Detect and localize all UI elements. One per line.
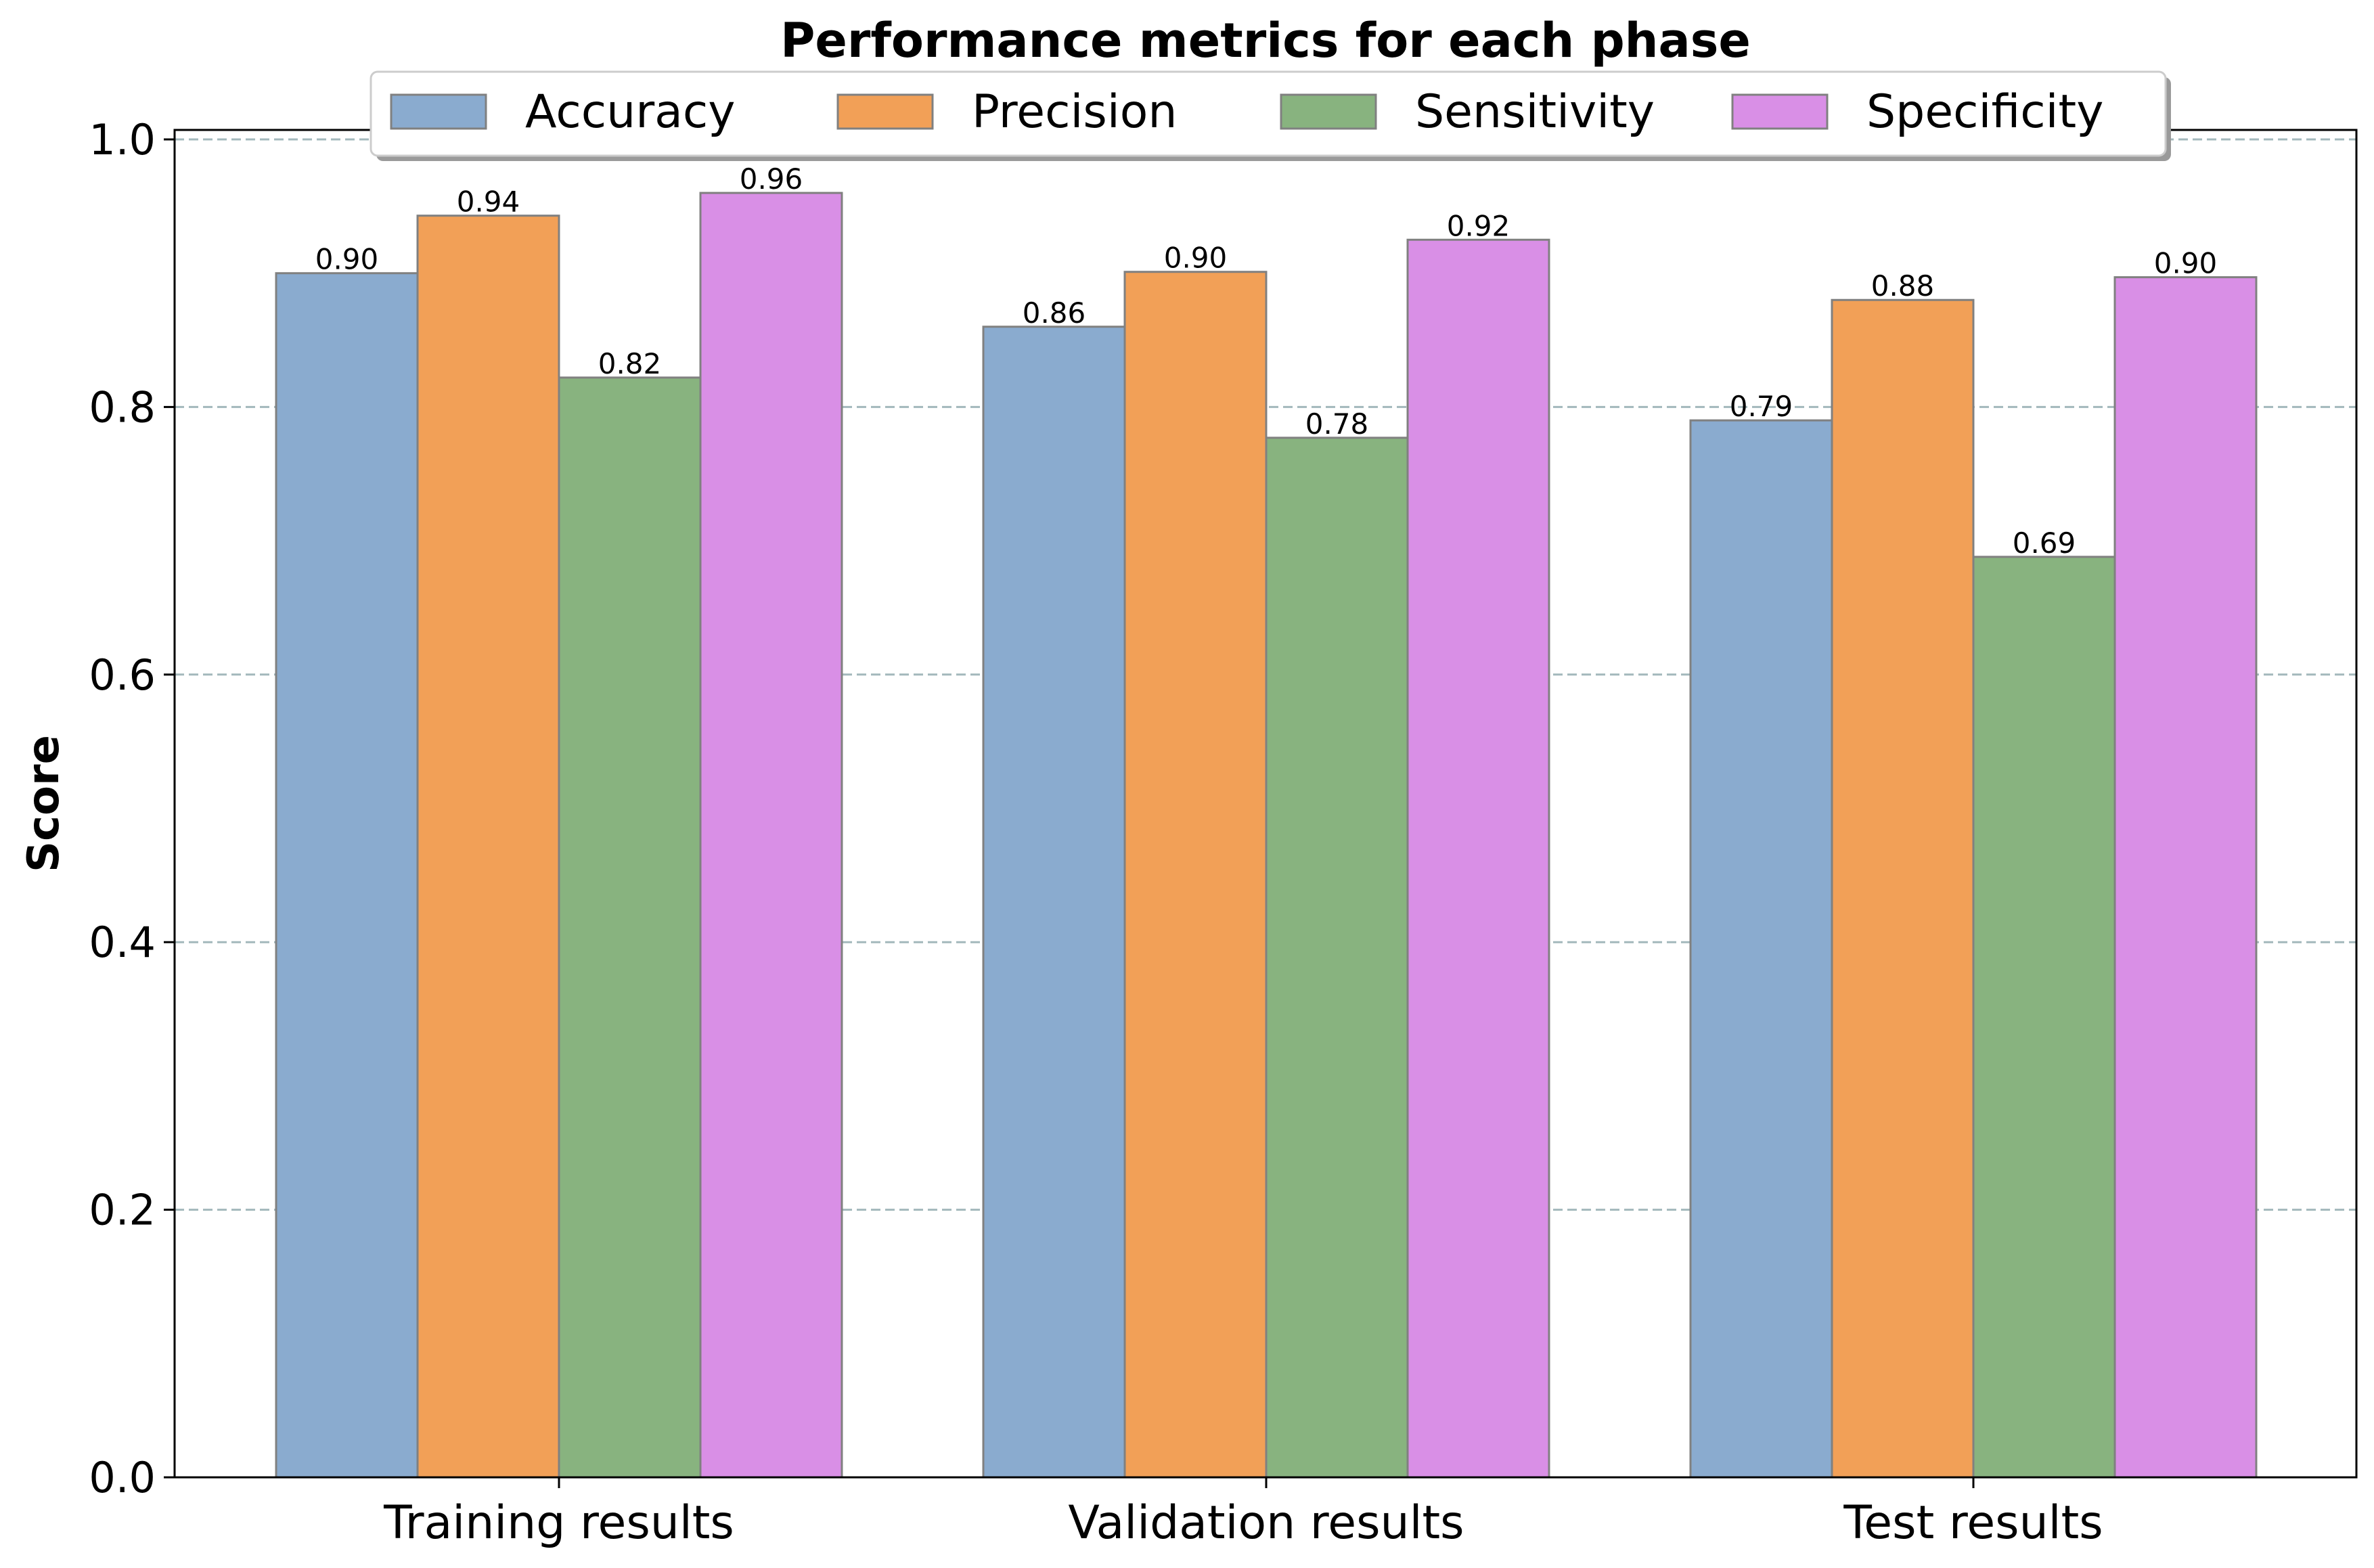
bar-value-label: 0.78 — [1305, 407, 1369, 441]
bar-specificity-0 — [699, 192, 843, 1479]
y-tick-label: 0.8 — [89, 382, 156, 432]
bar-value-label: 0.96 — [740, 162, 803, 196]
bar-value-label: 0.90 — [1164, 242, 1228, 275]
legend-box — [369, 70, 2167, 157]
x-axis: Training results Validation results Test r… — [383, 1477, 2103, 1550]
bar-specificity-2 — [2113, 276, 2258, 1479]
value-labels-layer: 0.90 0.94 0.82 0.96 0.86 0.90 0.78 0.92 0.79 0.88… — [315, 162, 2218, 560]
x-tick-label: Training results — [383, 1496, 734, 1550]
bar-precision-0 — [416, 215, 560, 1479]
y-tick-label: 0.6 — [89, 650, 156, 700]
y-tick-label: 1.0 — [89, 115, 156, 164]
legend-label-precision: Precision — [972, 85, 1177, 139]
bar-value-label: 0.82 — [598, 347, 662, 380]
bar-accuracy-2 — [1689, 419, 1833, 1479]
legend-label-accuracy: Accuracy — [525, 85, 735, 139]
y-tick-label: 0.0 — [89, 1453, 156, 1502]
legend-label-specificity: Specificity — [1866, 85, 2103, 139]
bar-value-label: 0.90 — [315, 243, 379, 276]
bar-precision-2 — [1831, 298, 1975, 1479]
x-tick-label: Validation results — [1068, 1496, 1464, 1550]
legend-swatch-sensitivity — [1280, 93, 1377, 130]
bar-value-label: 0.69 — [2013, 527, 2076, 560]
bar-value-label: 0.94 — [457, 185, 520, 219]
y-tick-label: 0.4 — [89, 918, 156, 967]
y-tick-label: 0.2 — [89, 1186, 156, 1235]
bar-accuracy-1 — [982, 326, 1126, 1479]
bar-value-label: 0.90 — [2154, 247, 2218, 280]
bar-value-label: 0.86 — [1023, 296, 1086, 330]
legend: Accuracy Precision Sensitivity Specificity — [369, 70, 2171, 161]
chart-title: Performance metrics for each phase — [780, 13, 1751, 68]
bar-accuracy-0 — [275, 272, 419, 1479]
y-axis-title: Score — [19, 735, 69, 872]
bar-precision-1 — [1123, 271, 1268, 1479]
legend-swatch-specificity — [1731, 93, 1829, 130]
bar-value-label: 0.88 — [1871, 269, 1935, 303]
bar-sensitivity-2 — [1972, 556, 2116, 1479]
bar-sensitivity-0 — [558, 376, 702, 1479]
legend-label-sensitivity: Sensitivity — [1415, 85, 1655, 139]
bars-layer — [275, 192, 2258, 1479]
x-tick-label: Test results — [1843, 1496, 2103, 1550]
bar-value-label: 0.79 — [1730, 390, 1793, 423]
legend-swatch-accuracy — [390, 93, 487, 130]
legend-swatch-precision — [836, 93, 934, 130]
bar-specificity-1 — [1406, 238, 1550, 1479]
y-axis: 0.0 0.2 0.4 0.6 0.8 1.0 — [89, 115, 175, 1502]
bar-value-label: 0.92 — [1447, 209, 1510, 242]
bar-sensitivity-1 — [1265, 436, 1409, 1479]
